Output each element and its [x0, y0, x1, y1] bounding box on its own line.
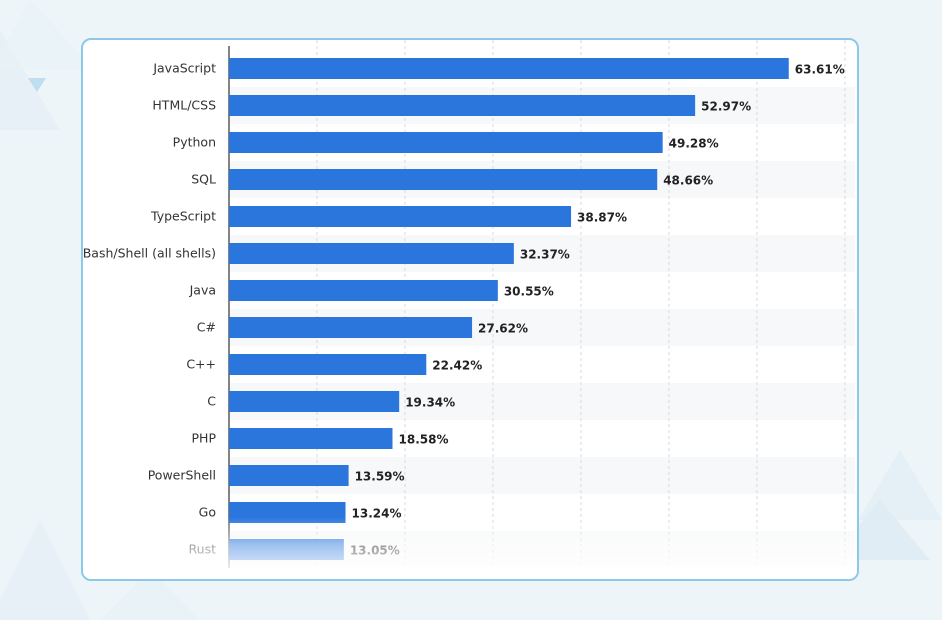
- bar: [229, 206, 572, 227]
- value-label: 30.55%: [504, 285, 554, 299]
- bar: [229, 465, 349, 486]
- category-label: PHP: [192, 431, 217, 446]
- category-label: Rust: [189, 542, 217, 557]
- category-label: C: [207, 394, 216, 409]
- bar: [229, 539, 344, 560]
- value-label: 19.34%: [405, 396, 455, 410]
- category-label: SQL: [191, 172, 216, 187]
- bar: [229, 428, 393, 449]
- bar-chart: JavaScript 63.61% HTML/CSS 52.97% Python 49.2…: [83, 40, 855, 568]
- category-label: PowerShell: [148, 468, 216, 483]
- value-label: 32.37%: [520, 248, 570, 262]
- value-label: 22.42%: [432, 359, 482, 373]
- bar: [229, 132, 663, 153]
- category-label: Bash/Shell (all shells): [83, 246, 216, 261]
- bar: [229, 95, 696, 116]
- category-label: Java: [189, 283, 216, 298]
- category-label: Go: [199, 505, 216, 520]
- bar: [229, 58, 789, 79]
- value-label: 49.28%: [669, 137, 719, 151]
- category-label: HTML/CSS: [152, 98, 216, 113]
- bar: [229, 354, 427, 375]
- category-label: Python: [173, 135, 216, 150]
- bar: [229, 169, 658, 190]
- bar: [229, 502, 346, 523]
- value-label: 13.24%: [352, 507, 402, 521]
- category-label: JavaScript: [152, 61, 216, 76]
- value-label: 63.61%: [795, 63, 845, 77]
- value-label: 18.58%: [399, 433, 449, 447]
- category-label: C#: [197, 320, 216, 335]
- value-label: 13.05%: [350, 544, 400, 558]
- value-label: 13.59%: [355, 470, 405, 484]
- chart-card: JavaScript 63.61% HTML/CSS 52.97% Python 49.2…: [81, 38, 859, 581]
- bar: [229, 243, 514, 264]
- value-label: 27.62%: [478, 322, 528, 336]
- bar: [229, 280, 498, 301]
- value-label: 52.97%: [701, 100, 751, 114]
- bar: [229, 317, 473, 338]
- category-label: C++: [186, 357, 216, 372]
- bar: [229, 391, 400, 412]
- value-label: 48.66%: [663, 174, 713, 188]
- value-label: 38.87%: [577, 211, 627, 225]
- category-label: TypeScript: [150, 209, 216, 224]
